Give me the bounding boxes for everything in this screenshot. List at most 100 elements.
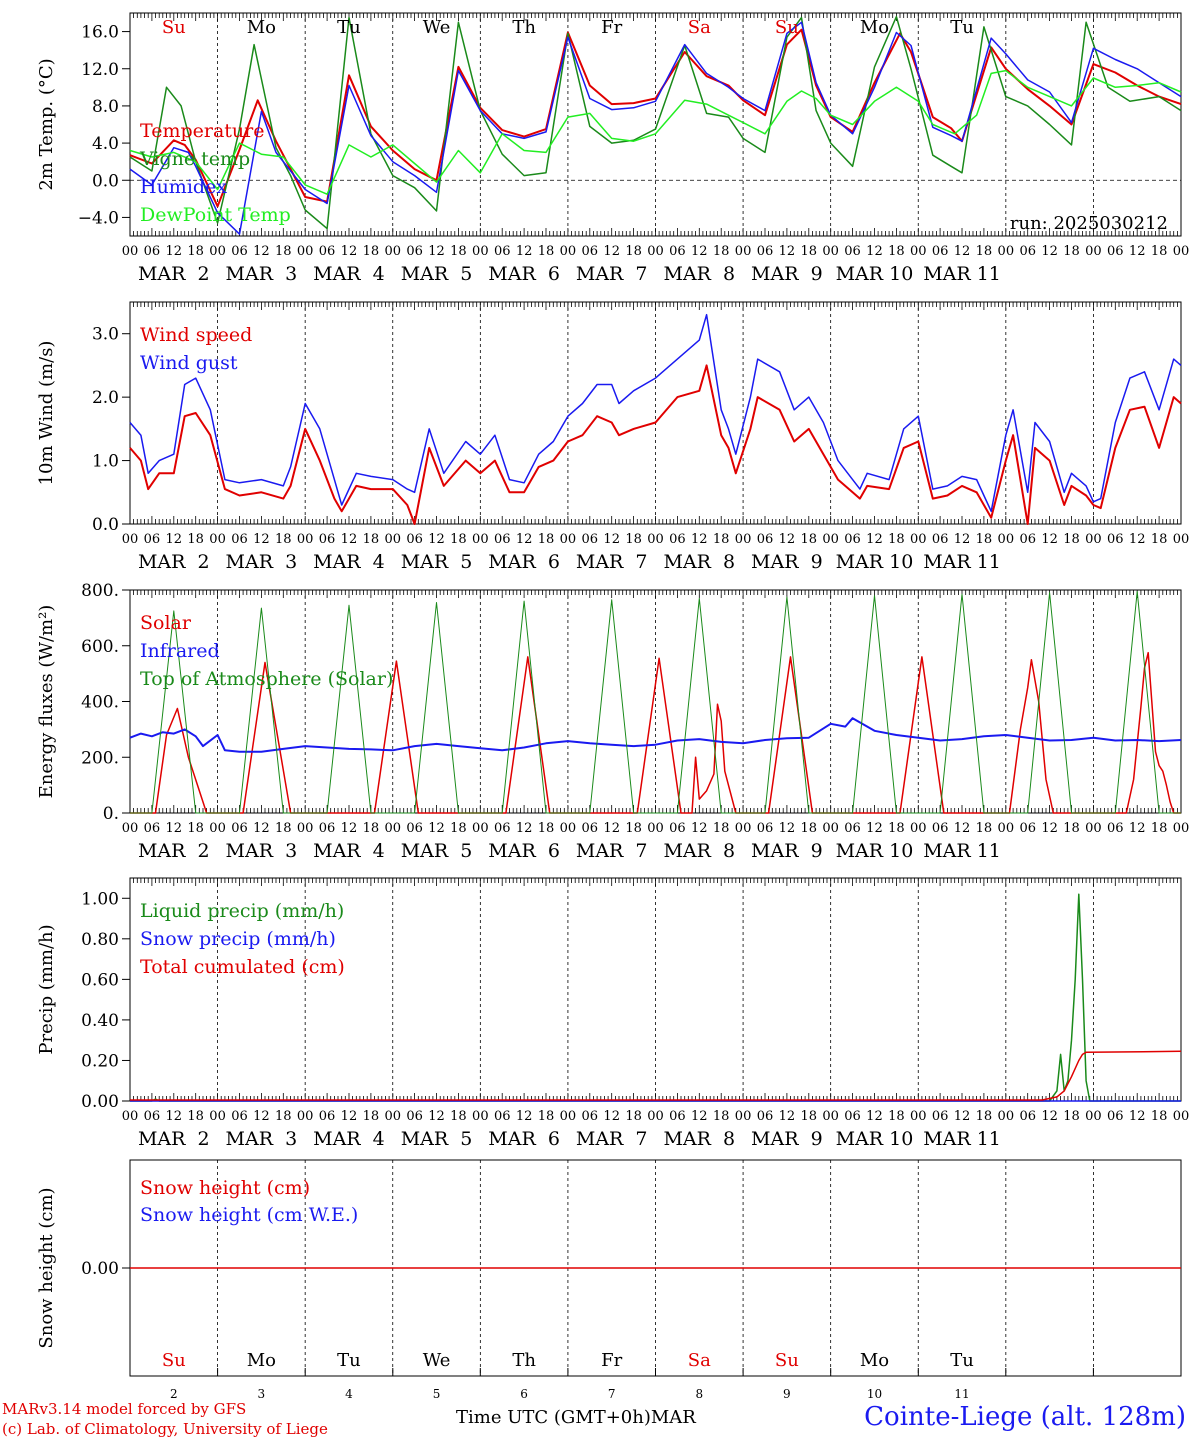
- x-hour-label: 06: [932, 1109, 949, 1124]
- x-date-label: MAR 2: [138, 263, 210, 285]
- series-line-temperature: [129, 28, 1182, 208]
- x-hour-label: 18: [625, 532, 642, 547]
- x-day-number: 5: [433, 1387, 441, 1401]
- x-hour-label: 06: [144, 1109, 161, 1124]
- x-date-label: MAR 11: [923, 263, 1001, 285]
- x-hour-label: 12: [779, 244, 796, 259]
- x-hour-label: 12: [166, 244, 183, 259]
- y-tick-label: 2.0: [92, 388, 119, 408]
- x-hour-label: 00: [560, 244, 577, 259]
- x-hour-label: 00: [735, 1109, 752, 1124]
- y-tick-label: 0.60: [81, 970, 119, 990]
- legend-entry: Infrared: [140, 640, 220, 662]
- x-date-label: MAR 9: [751, 263, 823, 285]
- x-date-label: MAR 3: [226, 1128, 298, 1150]
- x-date-label: MAR 2: [138, 1128, 210, 1150]
- x-date-label: MAR 7: [576, 551, 648, 573]
- x-hour-label: 00: [560, 1109, 577, 1124]
- x-hour-label: 12: [341, 244, 358, 259]
- x-hour-label: 00: [910, 821, 927, 836]
- x-hour-label: 06: [406, 1109, 423, 1124]
- x-hour-label: 06: [757, 532, 774, 547]
- x-hour-label: 00: [647, 244, 664, 259]
- x-hour-label: 18: [275, 244, 292, 259]
- x-hour-label: 00: [384, 1109, 401, 1124]
- x-date-label: MAR 6: [488, 840, 560, 862]
- x-hour-label: 12: [166, 1109, 183, 1124]
- y-tick-label: −4.0: [78, 208, 119, 228]
- x-hour-label: 00: [472, 821, 489, 836]
- series-line-liquid-precip-mm-h: [130, 893, 1181, 1102]
- x-hour-label: 12: [866, 532, 883, 547]
- y-tick-label: 0.0: [92, 515, 119, 535]
- x-hour-label: 00: [998, 1109, 1015, 1124]
- x-hour-label: 06: [932, 244, 949, 259]
- x-hour-label: 18: [888, 821, 905, 836]
- x-hour-label: 00: [1085, 1109, 1102, 1124]
- weekday-label: Tu: [950, 17, 974, 38]
- x-date-label: MAR 11: [923, 1128, 1001, 1150]
- weekday-label: Sa: [688, 1350, 711, 1371]
- x-date-label: MAR 8: [663, 840, 735, 862]
- x-date-label: MAR 6: [488, 551, 560, 573]
- x-hour-label: 18: [976, 1109, 993, 1124]
- y-axis-title: 10m Wind (m/s): [36, 341, 57, 486]
- x-hour-label: 18: [713, 532, 730, 547]
- x-hour-label: 12: [1129, 821, 1146, 836]
- x-hour-label: 06: [319, 244, 336, 259]
- y-tick-label: 0.0: [92, 171, 119, 191]
- x-hour-label: 06: [1107, 821, 1124, 836]
- x-date-label: MAR 5: [401, 840, 473, 862]
- x-hour-label: 06: [144, 821, 161, 836]
- y-tick-label: 12.0: [81, 60, 119, 80]
- x-hour-label: 06: [231, 1109, 248, 1124]
- x-hour-label: 00: [122, 1109, 139, 1124]
- x-hour-label: 12: [1129, 532, 1146, 547]
- x-hour-label: 12: [1041, 532, 1058, 547]
- x-hour-label: 18: [1063, 244, 1080, 259]
- weekday-label: Fr: [601, 1350, 622, 1371]
- x-date-label: MAR 10: [836, 263, 914, 285]
- x-hour-label: 12: [779, 532, 796, 547]
- x-hour-label: 06: [1107, 1109, 1124, 1124]
- y-tick-label: 0.40: [81, 1011, 119, 1031]
- x-hour-label: 06: [494, 821, 511, 836]
- weekday-label: Mo: [860, 17, 889, 38]
- x-hour-label: 00: [122, 244, 139, 259]
- x-hour-label: 06: [406, 532, 423, 547]
- weekday-label: Tu: [950, 1350, 974, 1371]
- x-hour-label: 00: [647, 1109, 664, 1124]
- legend-entry: Humidex: [140, 176, 227, 198]
- x-hour-label: 00: [297, 1109, 314, 1124]
- x-hour-label: 06: [494, 532, 511, 547]
- x-hour-label: 12: [253, 532, 270, 547]
- x-hour-label: 06: [1019, 532, 1036, 547]
- weekday-label: Tu: [337, 17, 361, 38]
- legend-entry: Vigne temp: [139, 148, 250, 170]
- x-hour-label: 06: [1019, 244, 1036, 259]
- x-hour-label: 00: [384, 532, 401, 547]
- x-hour-label: 12: [779, 1109, 796, 1124]
- x-date-label: MAR 7: [576, 840, 648, 862]
- x-date-label: MAR 6: [488, 1128, 560, 1150]
- x-hour-label: 00: [822, 244, 839, 259]
- x-hour-label: 00: [384, 821, 401, 836]
- series-line-top-of-atmosphere-solar: [130, 590, 1181, 814]
- series-line-wind-gust: [129, 313, 1182, 513]
- x-hour-label: 12: [428, 532, 445, 547]
- x-hour-label: 18: [800, 1109, 817, 1124]
- x-hour-label: 06: [231, 532, 248, 547]
- x-hour-label: 12: [1041, 244, 1058, 259]
- x-hour-label: 18: [976, 532, 993, 547]
- x-hour-label: 00: [1173, 244, 1190, 259]
- x-hour-label: 18: [187, 532, 204, 547]
- legend-entry: Liquid precip (mm/h): [140, 900, 344, 922]
- x-hour-label: 12: [516, 244, 533, 259]
- legend-entry: Total cumulated (cm): [140, 956, 345, 978]
- x-day-number: 8: [695, 1387, 703, 1401]
- x-hour-label: 00: [297, 821, 314, 836]
- legend-entry: Snow height (cm W.E.): [140, 1204, 358, 1226]
- x-day-number: 3: [258, 1387, 266, 1401]
- x-hour-label: 18: [450, 1109, 467, 1124]
- x-hour-label: 06: [582, 1109, 599, 1124]
